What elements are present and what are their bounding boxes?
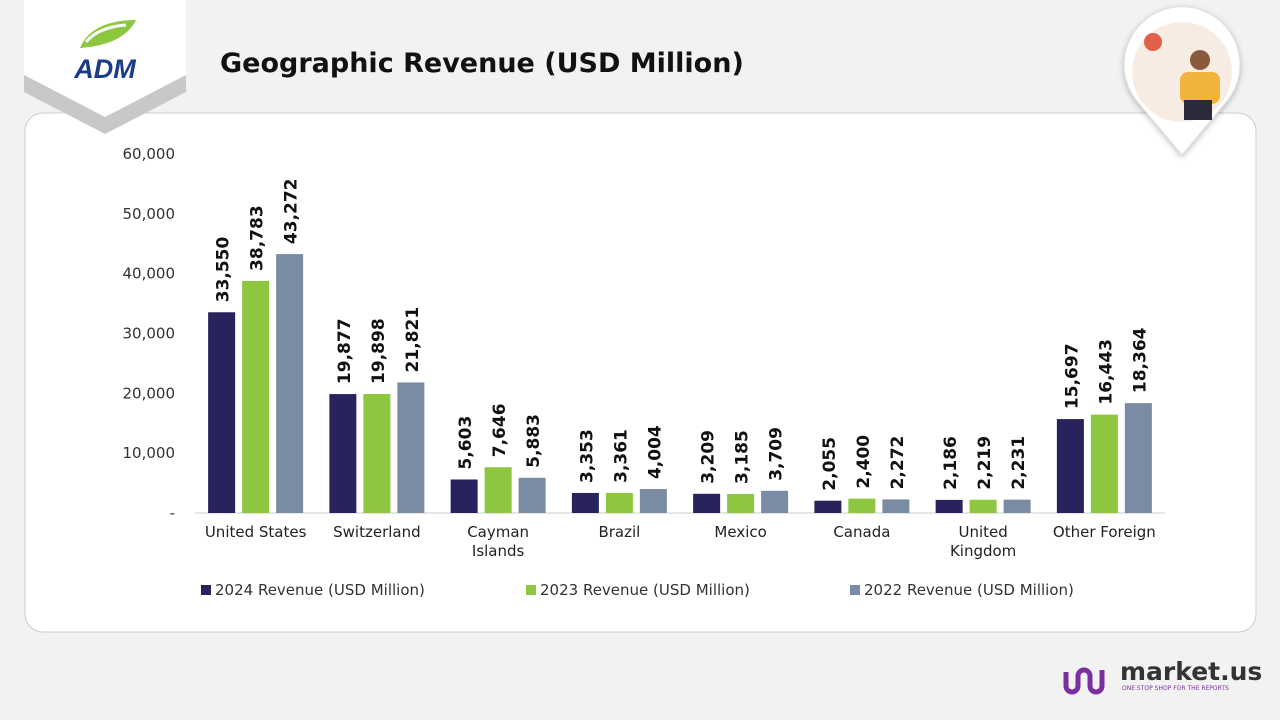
value-label: 5,603 bbox=[456, 416, 476, 470]
logo-banner bbox=[24, 0, 186, 117]
x-tick-label: Brazil bbox=[598, 523, 641, 541]
bar bbox=[276, 254, 304, 513]
value-label: 5,883 bbox=[524, 414, 544, 468]
y-tick-label: - bbox=[170, 504, 175, 522]
bar bbox=[1003, 499, 1031, 513]
bar bbox=[1056, 419, 1084, 513]
chart-title: Geographic Revenue (USD Million) bbox=[220, 48, 744, 79]
value-label: 2,186 bbox=[941, 436, 961, 490]
value-label: 38,783 bbox=[248, 205, 268, 271]
value-label: 4,004 bbox=[645, 425, 665, 479]
bar bbox=[935, 499, 963, 513]
x-tick-label: Other Foreign bbox=[1052, 523, 1156, 541]
value-label: 7,646 bbox=[490, 403, 510, 457]
value-label: 2,231 bbox=[1009, 436, 1029, 490]
bar bbox=[761, 490, 789, 513]
value-label: 2,219 bbox=[975, 436, 995, 490]
value-label: 2,400 bbox=[854, 435, 874, 489]
x-tick-label: United States bbox=[204, 523, 307, 541]
bar bbox=[848, 498, 876, 513]
bar bbox=[1124, 403, 1152, 513]
bar bbox=[814, 500, 842, 513]
bar bbox=[363, 393, 391, 513]
value-label: 19,898 bbox=[369, 318, 389, 384]
bar bbox=[484, 467, 512, 513]
bar bbox=[329, 394, 357, 513]
x-tick-label: United Kingdom bbox=[949, 523, 1017, 560]
illustration bbox=[1123, 6, 1241, 156]
bar bbox=[639, 489, 667, 513]
value-label: 2,272 bbox=[888, 436, 908, 490]
value-label: 19,877 bbox=[335, 318, 355, 384]
bar bbox=[242, 280, 270, 513]
bar bbox=[571, 492, 599, 513]
legend-swatch bbox=[201, 585, 211, 595]
legend-label: 2023 Revenue (USD Million) bbox=[540, 581, 750, 599]
bar bbox=[882, 499, 910, 513]
brand-name: market.us bbox=[1120, 657, 1262, 686]
x-tick-label: Switzerland bbox=[333, 523, 421, 541]
brand-tagline: ONE STOP SHOP FOR THE REPORTS bbox=[1122, 685, 1229, 692]
x-tick-label: Cayman Islands bbox=[467, 523, 530, 560]
legend-swatch bbox=[526, 585, 536, 595]
brand-icon bbox=[1063, 667, 1105, 695]
y-tick-label: 30,000 bbox=[123, 325, 176, 343]
value-label: 43,272 bbox=[282, 178, 302, 244]
bar bbox=[727, 493, 755, 513]
y-tick-label: 60,000 bbox=[123, 145, 176, 163]
legend-label: 2024 Revenue (USD Million) bbox=[215, 581, 425, 599]
bar bbox=[1090, 414, 1118, 513]
bar bbox=[208, 312, 236, 513]
value-label: 3,209 bbox=[699, 430, 719, 484]
value-label: 16,443 bbox=[1096, 339, 1116, 405]
bar bbox=[397, 382, 425, 513]
logo-leaf-vein bbox=[84, 23, 127, 44]
value-label: 3,353 bbox=[577, 429, 597, 483]
bar bbox=[969, 499, 997, 513]
value-label: 3,361 bbox=[611, 429, 631, 483]
value-label: 3,709 bbox=[767, 427, 787, 481]
logo-leaf bbox=[80, 20, 136, 48]
x-tick-label: Canada bbox=[833, 523, 891, 541]
x-tick-label: Mexico bbox=[714, 523, 767, 541]
bar bbox=[450, 479, 478, 513]
y-tick-label: 10,000 bbox=[123, 444, 176, 462]
y-tick-label: 50,000 bbox=[123, 205, 176, 223]
bar bbox=[605, 492, 633, 513]
y-tick-label: 40,000 bbox=[123, 265, 176, 283]
bar bbox=[518, 477, 546, 513]
value-label: 33,550 bbox=[214, 236, 234, 302]
value-label: 21,821 bbox=[403, 307, 423, 373]
bar bbox=[693, 493, 721, 513]
value-label: 2,055 bbox=[820, 437, 840, 491]
value-label: 3,185 bbox=[733, 430, 753, 484]
value-label: 18,364 bbox=[1130, 327, 1150, 393]
logo-text: ADM bbox=[73, 54, 136, 84]
value-label: 15,697 bbox=[1062, 343, 1082, 409]
y-tick-label: 20,000 bbox=[123, 384, 176, 402]
legend-swatch bbox=[850, 585, 860, 595]
legend-label: 2022 Revenue (USD Million) bbox=[864, 581, 1074, 599]
